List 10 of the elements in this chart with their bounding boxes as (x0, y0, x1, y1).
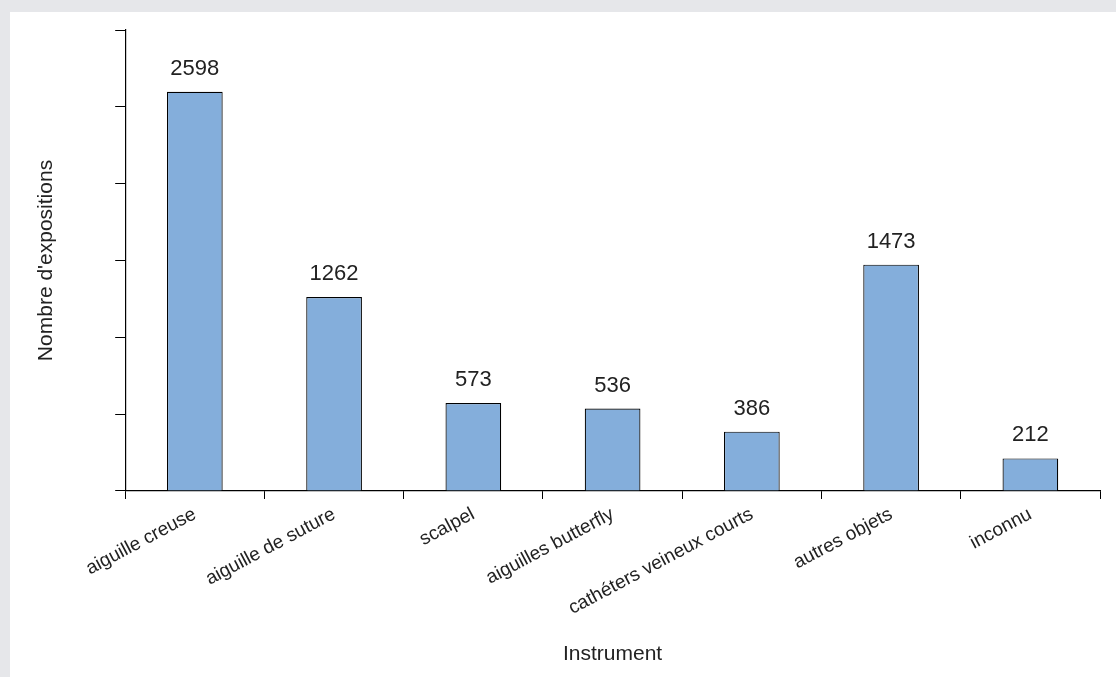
data-label: 1262 (309, 260, 359, 286)
x-tick-label: autres objets (789, 502, 896, 573)
data-label: 573 (454, 366, 492, 391)
x-axis-title: Instrument (562, 641, 663, 665)
data-label: 212 (1012, 421, 1049, 447)
data-label: 536 (594, 371, 631, 397)
y-axis-title: Nombre d'expositions (33, 159, 57, 362)
data-label: 386 (733, 394, 771, 420)
data-label: 1473 (866, 227, 916, 253)
data-label: 2598 (170, 54, 220, 80)
